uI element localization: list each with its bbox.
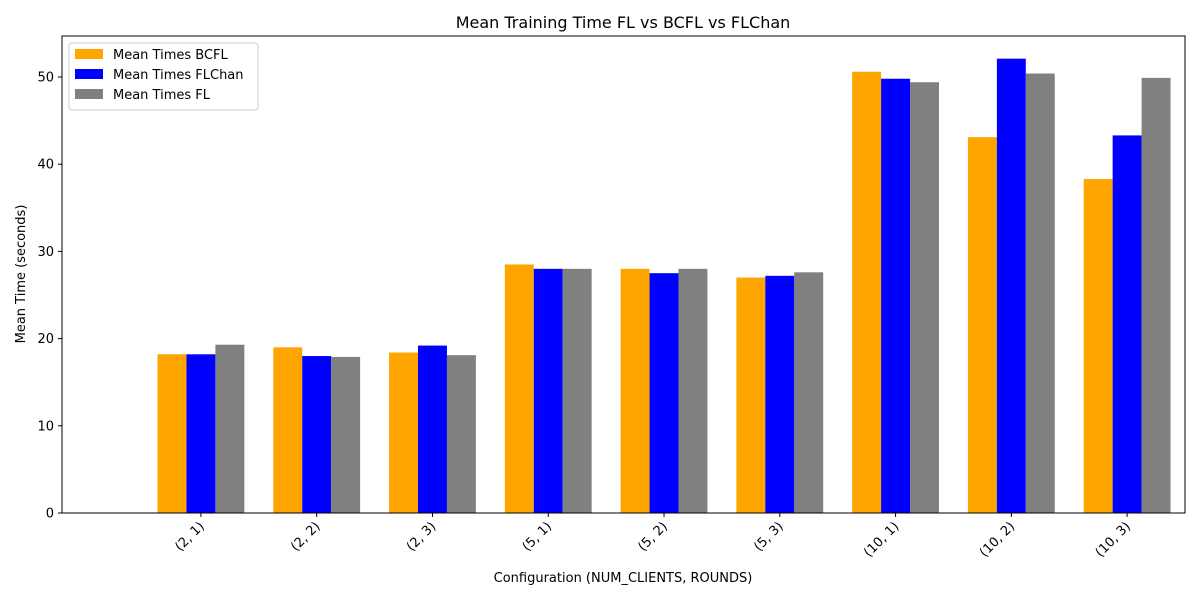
legend: Mean Times BCFL Mean Times FLChan Mean Tim… (68, 42, 259, 111)
bar-mean-times-bcfl-0 (157, 354, 187, 513)
y-tick-label: 40 (37, 158, 54, 173)
legend-swatch (75, 89, 103, 99)
x-tick-label: (10, 3) (1093, 519, 1134, 560)
bar-mean-times-fl-2 (446, 355, 476, 513)
legend-label: Mean Times FL (113, 88, 211, 103)
bar-mean-times-flchan-7 (996, 58, 1026, 514)
bar-mean-times-flchan-6 (881, 78, 911, 513)
x-axis-ticks: (2, 1) (2, 2) (2, 3) (5, 1) (5, 2) (5, 3) (10,… (172, 513, 1134, 560)
legend-swatch (75, 69, 103, 79)
y-tick-label: 20 (37, 332, 54, 347)
bar-mean-times-bcfl-8 (1083, 179, 1113, 513)
bar-mean-times-bcfl-3 (504, 264, 534, 513)
x-tick-label: (10, 2) (977, 519, 1018, 560)
x-tick-label: (2, 2) (288, 519, 323, 554)
chart-title: Mean Training Time FL vs BCFL vs FLChan (456, 13, 791, 32)
bars-group (157, 58, 1171, 514)
x-tick-label: (10, 1) (861, 519, 902, 560)
bar-mean-times-fl-0 (215, 344, 245, 513)
bar-mean-times-bcfl-6 (852, 71, 882, 513)
x-tick-label: (5, 1) (520, 519, 555, 554)
bar-mean-times-fl-5 (794, 272, 824, 513)
bar-mean-times-flchan-1 (302, 356, 332, 513)
bar-mean-times-bcfl-2 (389, 352, 418, 513)
bar-mean-times-fl-8 (1141, 77, 1171, 514)
bar-mean-times-bcfl-1 (273, 347, 303, 513)
y-tick-label: 10 (37, 419, 54, 434)
bar-mean-times-flchan-4 (649, 273, 679, 513)
x-tick-label: (2, 1) (172, 519, 207, 554)
y-tick-label: 0 (46, 507, 54, 522)
bar-mean-times-flchan-0 (186, 354, 216, 513)
legend-label: Mean Times FLChan (113, 68, 244, 83)
bar-mean-times-fl-7 (1025, 73, 1055, 513)
x-tick-label: (5, 2) (636, 519, 671, 554)
bar-mean-times-bcfl-7 (967, 137, 997, 513)
bar-mean-times-flchan-8 (1112, 135, 1142, 513)
bar-mean-times-fl-6 (910, 82, 939, 513)
legend-label: Mean Times BCFL (113, 48, 229, 63)
bar-mean-times-fl-3 (562, 268, 592, 513)
bar-mean-times-bcfl-4 (620, 268, 650, 513)
x-axis-label: Configuration (NUM_CLIENTS, ROUNDS) (494, 571, 753, 586)
bar-mean-times-flchan-2 (418, 345, 447, 513)
legend-swatch (75, 49, 103, 59)
bar-mean-times-fl-4 (678, 268, 708, 513)
y-axis-label: Mean Time (seconds) (14, 205, 29, 344)
y-axis-ticks: 0 10 20 30 40 50 (37, 70, 62, 522)
y-tick-label: 50 (37, 70, 54, 85)
x-tick-label: (2, 3) (404, 519, 439, 554)
x-tick-label: (5, 3) (751, 519, 786, 554)
bar-mean-times-flchan-5 (765, 275, 795, 513)
y-tick-label: 30 (37, 245, 54, 260)
bar-mean-times-fl-1 (331, 356, 361, 513)
legend-box (68, 42, 259, 111)
bar-mean-times-bcfl-5 (736, 277, 766, 513)
bar-mean-times-flchan-3 (533, 268, 563, 513)
plot-frame (61, 35, 1186, 514)
